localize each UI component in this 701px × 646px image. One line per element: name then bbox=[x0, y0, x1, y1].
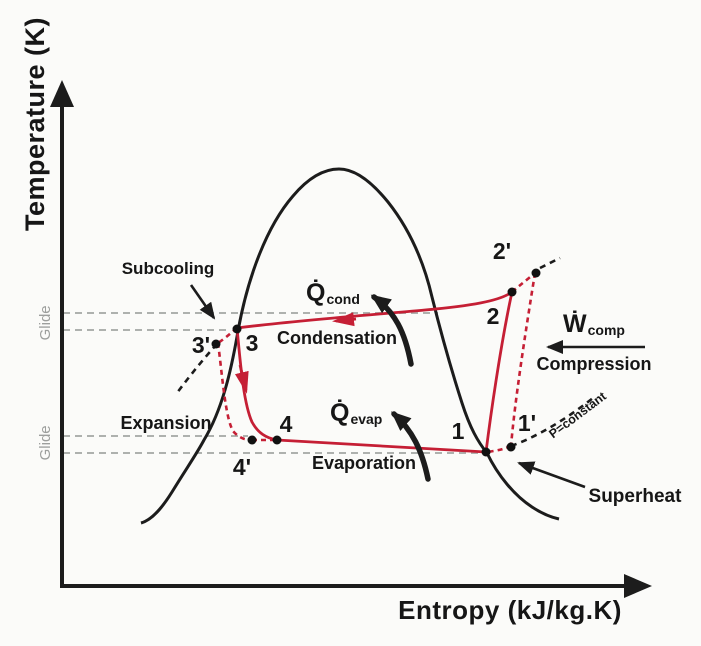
q-cond-label: Q̇cond bbox=[306, 279, 360, 307]
point-4prime-dot bbox=[247, 435, 257, 445]
evaporation-line bbox=[276, 438, 487, 454]
q-cond-arrow bbox=[370, 294, 414, 367]
point-4prime-label: 4' bbox=[232, 454, 252, 480]
point-1-dot bbox=[481, 447, 491, 457]
dashed-2prime-to-1prime bbox=[509, 272, 537, 447]
point-3-dot bbox=[232, 324, 242, 334]
w-comp-symbol: Ẇ bbox=[563, 310, 587, 338]
glide-upper-label: Glide bbox=[37, 305, 55, 341]
axes bbox=[50, 80, 652, 598]
expansion-line bbox=[235, 327, 278, 442]
point-3prime-dot bbox=[211, 339, 221, 349]
subcooling-label: Subcooling bbox=[121, 259, 215, 278]
condensation-label: Condensation bbox=[277, 328, 397, 348]
point-1prime-label: 1' bbox=[517, 410, 537, 436]
state-point-dots bbox=[211, 268, 541, 457]
x-axis-label: Entropy (kJ/kg.K) bbox=[398, 595, 622, 625]
w-comp-subscript: comp bbox=[587, 322, 625, 338]
point-2prime-dot bbox=[531, 268, 541, 278]
condensation-line bbox=[236, 290, 513, 330]
point-1-label: 1 bbox=[451, 418, 465, 444]
q-evap-subscript: evap bbox=[350, 411, 383, 427]
y-axis-arrowhead-icon bbox=[50, 80, 74, 107]
superheated-dashed-tail bbox=[539, 256, 561, 270]
w-comp-label: Ẇcomp bbox=[563, 310, 625, 338]
expansion-label: Expansion bbox=[120, 413, 212, 433]
point-1prime-dot bbox=[506, 442, 516, 452]
point-2prime-label: 2' bbox=[492, 238, 512, 264]
point-2-label: 2 bbox=[486, 303, 500, 329]
point-3prime-label: 3' bbox=[191, 332, 211, 358]
point-2-dot bbox=[507, 287, 517, 297]
q-evap-symbol: Q̇ bbox=[330, 399, 350, 427]
point-4-dot bbox=[272, 435, 282, 445]
dashed-3prime-to-4prime bbox=[216, 342, 253, 442]
compression-line bbox=[484, 291, 514, 453]
point-4-label: 4 bbox=[279, 411, 293, 437]
superheat-label: Superheat bbox=[588, 486, 682, 507]
y-axis-label: Temperature (K) bbox=[20, 16, 50, 232]
condensation-direction-arrow bbox=[332, 312, 357, 327]
annotation-arrows bbox=[189, 284, 645, 489]
q-evap-arrow bbox=[391, 411, 431, 482]
x-axis-arrowhead-icon bbox=[624, 574, 652, 598]
cycle-solid-lines bbox=[234, 290, 514, 454]
q-cond-symbol: Q̇ bbox=[306, 279, 326, 307]
expansion-direction-arrow bbox=[234, 364, 249, 394]
superheat-arrow bbox=[517, 461, 586, 489]
glide-lower-label: Glide bbox=[37, 425, 55, 461]
q-cond-subscript: cond bbox=[326, 291, 360, 307]
subcooling-arrow bbox=[189, 284, 216, 320]
compression-label: Compression bbox=[536, 354, 652, 374]
point-3-label: 3 bbox=[245, 330, 259, 356]
evaporation-label: Evaporation bbox=[311, 453, 417, 473]
q-evap-label: Q̇evap bbox=[330, 399, 383, 427]
heat-flow-arrows bbox=[370, 294, 431, 482]
